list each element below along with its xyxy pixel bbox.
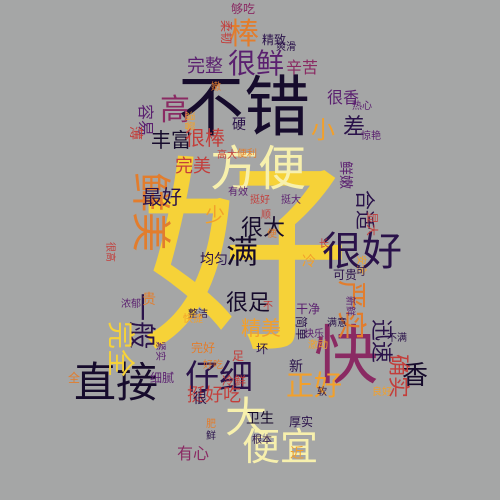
word-15: 正好 [286, 369, 343, 402]
word-43: 很香 [327, 88, 360, 107]
word-78: 有效 [228, 187, 248, 198]
word-86: 不满 [387, 333, 407, 344]
word-72: 便利 [237, 149, 257, 160]
word-24: 很大 [241, 216, 286, 241]
word-44: 硬 [232, 117, 246, 133]
word-92: 软 [317, 387, 327, 398]
word-1: 好 [140, 137, 351, 382]
word-70: 温馨 [183, 111, 194, 131]
word-52: 很 [193, 391, 207, 407]
word-4: 方便 [210, 141, 307, 197]
word-36: 挺好吃 [187, 385, 241, 406]
word-3: 快 [314, 320, 378, 394]
word-17: 丰富 [151, 128, 191, 152]
word-69: 显大 [365, 211, 380, 237]
word-83: 根本 [252, 435, 272, 446]
word-74: 挺大 [281, 195, 301, 206]
word-23: 完美 [175, 156, 211, 177]
word-5: 直接 [74, 358, 159, 407]
word-94: 顺 [261, 210, 271, 221]
word-21: 差 [343, 115, 366, 140]
word-10: 鲜美 [127, 172, 173, 252]
word-45: 薄 [127, 126, 143, 140]
word-93: 快捷 [183, 314, 203, 325]
word-13: 高 [160, 93, 190, 128]
word-71: 高大 [217, 150, 237, 161]
word-31: 完整 [187, 56, 223, 77]
word-50: 干净 [296, 302, 321, 316]
word-68: 满意 [327, 318, 347, 329]
word-35: 精美 [241, 316, 281, 340]
word-12: 很鲜 [228, 47, 285, 80]
word-39: 够吃 [231, 2, 256, 16]
word-65: 浓郁 [121, 299, 141, 310]
word-62: 厚实 [289, 415, 314, 429]
word-63: 完好 [191, 341, 216, 355]
word-85: 新鲜 [344, 296, 355, 316]
word-49: 均匀 [200, 252, 228, 268]
word-73: 挺好 [250, 195, 270, 206]
word-47: 贵 [142, 292, 156, 308]
word-48: 冷 [302, 254, 316, 270]
word-34: 少 [205, 203, 225, 227]
word-7: 很好 [322, 229, 402, 275]
word-80: 长 [319, 239, 329, 250]
word-41: 爽滑 [276, 42, 296, 53]
word-89: 肥 [206, 419, 216, 430]
word-61: 近 [290, 446, 304, 462]
word-90: 可 [356, 267, 366, 278]
word-9: 仔细 [185, 358, 253, 398]
word-66: 很高 [104, 242, 115, 262]
word-56: 冷鲜 [222, 374, 247, 388]
word-37: 卫生 [246, 411, 274, 427]
word-84: 激动 [308, 340, 328, 351]
word-60: 良好 [372, 387, 392, 398]
word-64: 简单 [294, 315, 309, 341]
word-6: 便宜 [242, 425, 319, 469]
word-57: 细腻 [150, 371, 175, 385]
word-19: 满 [226, 233, 259, 271]
word-11: 棒 [229, 17, 259, 52]
word-55: 足 [232, 349, 245, 363]
word-51: 可贵 [333, 268, 358, 282]
word-20: 完全 [104, 320, 138, 378]
word-82: 鲜 [206, 431, 216, 442]
word-75: 整洁 [188, 309, 208, 320]
word-2: 不错 [178, 69, 310, 146]
word-54: 坏 [256, 342, 269, 356]
word-40: 精致 [262, 33, 287, 47]
word-18: 很棒 [185, 126, 225, 150]
word-32: 辛苦 [286, 58, 319, 77]
word-77: 惊艳 [361, 131, 381, 142]
word-46: 鲜嫩 [337, 161, 353, 189]
word-38: 有心 [177, 444, 210, 463]
word-76: 热心 [352, 101, 372, 112]
word-81: 全 [68, 371, 81, 385]
word-42: 柔韧 [219, 19, 234, 45]
word-53: 新 [289, 359, 303, 375]
word-25: 很足 [226, 291, 271, 316]
word-26: 香 [402, 361, 429, 391]
word-8: 大 [225, 393, 268, 442]
word-91: 好吃 [203, 360, 223, 371]
word-87: 便 [267, 229, 277, 240]
word-58: 快乐 [304, 329, 324, 340]
word-88: 不 [263, 301, 273, 312]
word-79: 嫩 [211, 82, 221, 93]
word-67: 紧实 [154, 341, 165, 361]
word-22: 小 [311, 116, 335, 144]
word-30: 最好 [142, 185, 182, 209]
